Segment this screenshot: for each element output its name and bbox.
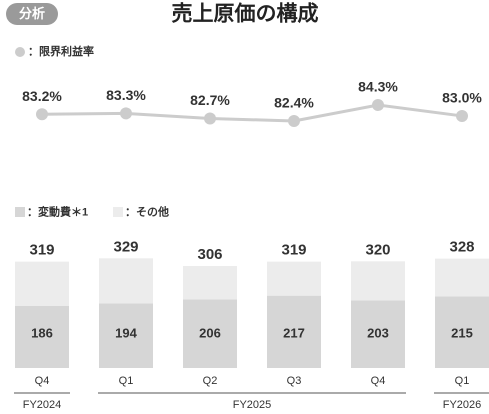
legend-marker bbox=[113, 207, 123, 217]
legend-marker bbox=[15, 47, 25, 57]
point bbox=[204, 112, 216, 125]
group-label: FY2025 bbox=[233, 399, 272, 411]
total-label: 329 bbox=[113, 238, 138, 255]
total-label: 320 bbox=[365, 241, 390, 258]
x-tick-label: Q3 bbox=[287, 375, 302, 387]
bar-segment bbox=[99, 303, 153, 368]
point bbox=[372, 99, 384, 112]
bar-segment bbox=[15, 306, 69, 368]
data-label: 83.0% bbox=[442, 90, 482, 106]
data-label: 194 bbox=[115, 325, 137, 340]
group-label: FY2024 bbox=[23, 399, 62, 411]
x-tick-label: Q4 bbox=[35, 375, 50, 387]
legend-label: ：限界利益率 bbox=[28, 44, 94, 58]
bar-segment bbox=[183, 299, 237, 368]
data-label: 83.2% bbox=[22, 88, 62, 104]
total-label: 319 bbox=[281, 242, 306, 259]
data-label: 203 bbox=[367, 325, 389, 340]
title: 売上原価の構成 bbox=[172, 2, 319, 26]
group-label: FY2026 bbox=[443, 399, 482, 411]
badge-bg bbox=[6, 3, 58, 25]
data-label: 82.4% bbox=[274, 95, 314, 111]
line bbox=[41, 103, 463, 123]
data-label: 82.7% bbox=[190, 92, 230, 108]
bar-segment bbox=[351, 300, 405, 368]
point bbox=[36, 108, 48, 121]
point bbox=[456, 109, 468, 122]
total-label: 328 bbox=[449, 239, 474, 256]
x-tick-label: Q4 bbox=[371, 375, 386, 387]
bar-segment bbox=[183, 266, 237, 300]
bar-segment bbox=[435, 296, 489, 368]
x-tick-label: Q1 bbox=[455, 375, 470, 387]
point bbox=[120, 107, 132, 120]
data-label: 84.3% bbox=[358, 79, 398, 95]
legend-marker bbox=[15, 207, 25, 217]
total-label: 306 bbox=[197, 246, 222, 263]
data-label: 83.3% bbox=[106, 87, 146, 103]
data-label: 215 bbox=[451, 325, 473, 340]
data-label: 206 bbox=[199, 325, 221, 340]
bar-segment bbox=[99, 258, 153, 304]
bar-segment bbox=[435, 258, 489, 297]
bar-segment bbox=[351, 261, 405, 301]
legend-label: ：その他 bbox=[125, 204, 169, 218]
bar-segment bbox=[15, 261, 69, 306]
data-label: 186 bbox=[31, 325, 53, 340]
x-tick-label: Q2 bbox=[203, 375, 218, 387]
point bbox=[288, 115, 300, 127]
x-tick-label: Q1 bbox=[119, 375, 134, 387]
bar-segment bbox=[267, 261, 321, 296]
bar-segment bbox=[267, 295, 321, 368]
data-label: 217 bbox=[283, 325, 305, 340]
legend-label: ：変動費＊1 bbox=[27, 204, 88, 218]
badge: 分析 bbox=[19, 6, 45, 21]
total-label: 319 bbox=[29, 242, 54, 259]
